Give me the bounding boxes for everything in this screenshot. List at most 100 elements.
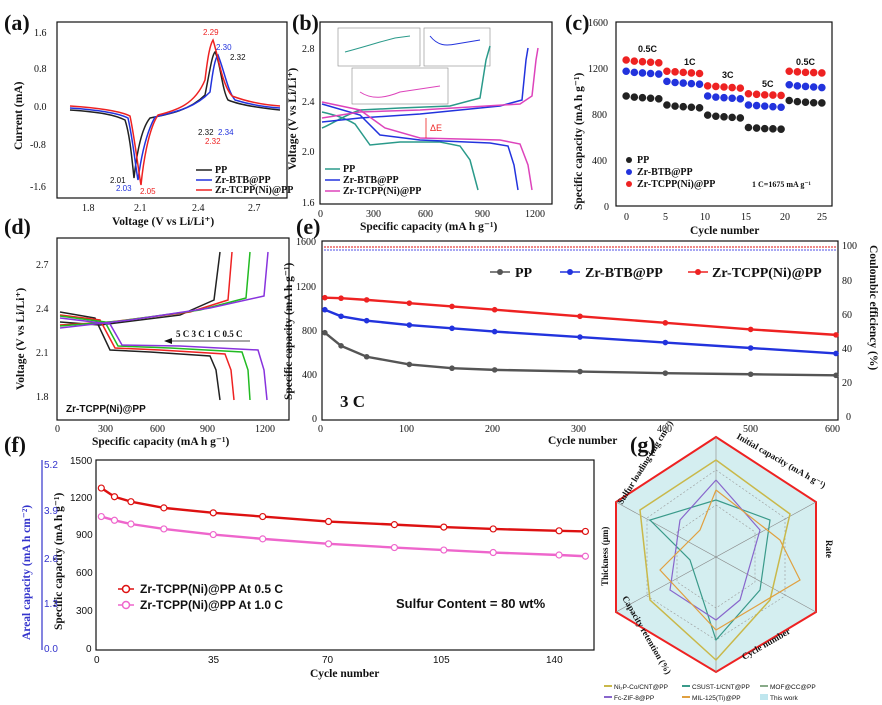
c-data-point [622, 56, 630, 64]
f-data-point [489, 525, 497, 533]
c-data-point [654, 59, 663, 67]
e-data-point [449, 303, 455, 310]
c-data-point [687, 103, 696, 112]
e-y2tick: 60 [842, 310, 852, 321]
c-xtick: 5 [663, 212, 668, 223]
c-rate-label: 0.5C [638, 44, 658, 54]
b-inset-curve [359, 85, 441, 98]
c-ytick: 1600 [588, 18, 608, 29]
e-ytick: 400 [302, 370, 317, 381]
b-ytick: 2.8 [302, 44, 315, 55]
a-annot: 2.01 [110, 176, 126, 185]
e-data-point [322, 329, 328, 336]
e-data-point [833, 350, 839, 357]
panel-a-frame [56, 21, 288, 199]
e-data-point [322, 306, 328, 313]
c-data-point [720, 113, 728, 121]
g-legend-item: This work [770, 695, 799, 702]
panel-c-frame [615, 21, 833, 207]
c-data-point [777, 103, 785, 112]
panel-a: (a) 1.6 0.8 0.0 -0.8 -1.6 Current (mA) 1… [4, 10, 293, 228]
d-xtick: 0 [55, 424, 60, 435]
c-data-point [687, 79, 696, 88]
a-annot: 2.32 [205, 137, 221, 146]
c-data-point [654, 70, 663, 78]
c-data-point [712, 93, 720, 101]
e-xtick: 300 [571, 424, 586, 435]
c-data-point [818, 83, 826, 92]
d-sample-label: Zr-TCPP(Ni)@PP [66, 404, 146, 415]
panel-b-frame [319, 21, 553, 205]
a-annot: 2.34 [218, 128, 234, 137]
e-legend-item: Zr-BTB@PP [585, 266, 663, 281]
c-ylabel: Specific capacity (mA h g⁻¹) [573, 73, 585, 210]
e-rate-label: 3 C [340, 392, 365, 411]
e-data-point [363, 353, 370, 360]
c-data-point [801, 82, 810, 91]
c-data-point [646, 94, 655, 103]
f-data-point [555, 551, 563, 559]
e-data-point [406, 322, 413, 328]
g-radar-series [648, 499, 771, 642]
f-series-line [100, 487, 586, 533]
b-xtick: 0 [318, 209, 323, 220]
d-rate-list: 5 C 3 C 1 C 0.5 C [176, 329, 243, 339]
c-ytick: 400 [592, 156, 607, 167]
g-radar-grid [646, 469, 786, 641]
c-data-point [752, 101, 761, 110]
a-annot: 2.03 [116, 184, 132, 193]
e-data-point [662, 370, 669, 376]
g-axis-label: Rate [824, 540, 834, 558]
c-data-point [785, 67, 794, 76]
d-ytick: 2.7 [36, 260, 49, 271]
e-data-point [449, 325, 455, 332]
b-ytick: 2.4 [302, 97, 315, 108]
panel-c: (c) 1600 1200 800 400 0 Specific capacit… [565, 10, 833, 237]
e-data-point [338, 295, 344, 302]
b-curve-tcpp [321, 47, 539, 119]
c-data-point [630, 93, 639, 101]
f-ytick: 900 [76, 530, 93, 541]
a-annot: 2.32 [198, 128, 214, 137]
e-xlabel: Cycle number [548, 435, 617, 447]
c-rate-label: 0.5C [796, 57, 816, 67]
panel-d-label: (d) [4, 214, 31, 239]
panel-b: (b) 2.8 2.4 2.0 1.6 Voltage (V vs Li/Li⁺… [287, 10, 553, 233]
a-xtick: 2.4 [192, 203, 205, 214]
c-note: 1 C=1675 mA g⁻¹ [752, 180, 812, 189]
c-legend-swatch [626, 157, 632, 163]
g-legend-swatch [760, 694, 768, 700]
c-data-point [654, 95, 663, 103]
a-legend-item: PP [215, 165, 227, 176]
e-data-point [406, 361, 413, 368]
g-legend-item: MOF@CC@PP [770, 684, 816, 691]
c-legend-swatch [626, 181, 632, 187]
e-data-point [338, 343, 344, 349]
e-data-point [747, 345, 754, 351]
b-legend-item: PP [343, 164, 355, 175]
d-curve-5c [59, 251, 221, 326]
f-data-point [160, 525, 168, 533]
c-data-point [671, 102, 679, 110]
e-ytick: 800 [302, 326, 317, 337]
c-data-point [785, 80, 794, 89]
c-data-point [818, 99, 826, 107]
c-xtick: 10 [700, 212, 710, 223]
e-series-line [324, 296, 837, 337]
e-data-point [662, 320, 669, 326]
a-annot: 2.29 [203, 28, 219, 37]
d-ytick: 2.4 [36, 304, 49, 315]
c-data-point [638, 69, 647, 77]
f-y2tick: 0.0 [44, 644, 58, 655]
c-data-point [703, 82, 712, 90]
f-y2tick: 1.3 [44, 599, 58, 610]
c-rate-label: 1C [684, 57, 696, 67]
d-curve-1c [59, 315, 251, 401]
b-inset [337, 27, 421, 67]
c-xtick: 25 [817, 212, 827, 223]
a-xtick: 2.1 [134, 203, 147, 214]
e-xtick: 200 [485, 424, 500, 435]
f-data-point [97, 512, 105, 521]
g-axis-label: Thickness (μm) [600, 527, 610, 586]
